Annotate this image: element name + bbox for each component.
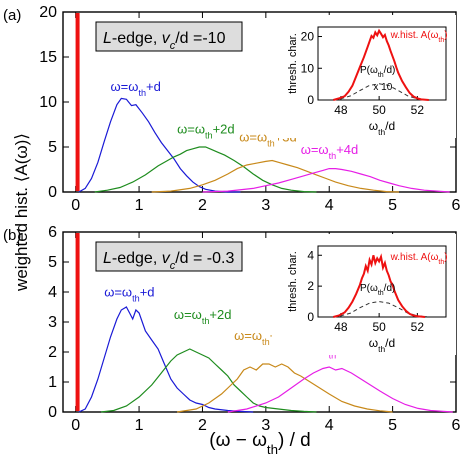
y-tick-label: 5 [48,139,57,156]
x-tick-label: 3 [261,417,270,434]
info-box [95,241,243,272]
y-tick-label: 10 [39,94,57,111]
inset-frame [317,26,447,101]
panel-a: 012345605101520ω=ωth+dω=ωth+2dω=ωth+3dω=… [39,4,460,214]
x-tick-label: 1 [135,417,144,434]
inset-plot: 48 50 52 0 2 4 w.hist. A(ωth) P(ωth/d) thresh. c… [272,234,456,355]
inset-y-tick-label: 4 [307,248,314,262]
inset-x-tick-label: 52 [411,103,425,117]
series-line [100,348,317,413]
info-box-text: L-edge, vc/d =-10 [103,30,226,52]
inset-y-tick-label: 0 [307,310,314,324]
inset-x-tick-label: 50 [372,320,386,334]
x-tick-label: 4 [325,417,334,434]
panel-label: (a) [3,7,21,24]
inset-y-axis-label: thresh. char. [287,33,299,94]
inset-y-axis-label: thresh. char. [287,251,299,312]
panel-label: (b) [3,227,21,244]
inset-y-tick-label: 10 [301,61,315,75]
inset-red-label: w.hist. A(ωth) [390,252,448,266]
series-label: ω=ωth+2d [177,122,235,141]
inset-p-label: P(ωth/d) [360,65,395,79]
series-line [202,168,450,193]
y-tick-label: 20 [39,4,57,21]
y-tick-label: 2 [48,344,57,361]
series-label: ω=ωth+d [111,79,161,98]
series-label: ω=ωth+d [104,285,154,304]
x-tick-label: 5 [388,197,397,214]
panel-b: 01234560123456ω=ωth+dω=ωth+2dω=ωth+3dω=ω… [48,224,460,434]
y-tick-label: 5 [48,254,57,271]
x-tick-label: 0 [71,417,80,434]
y-tick-label: 15 [39,49,57,66]
inset-x-tick-label: 50 [372,103,386,117]
x-axis-label: (ω − ωth) / d [209,430,310,457]
series-label: ω=ωth+2d [174,307,232,326]
series-line [78,306,254,413]
inset-background [272,234,456,355]
inset-x-tick-label: 48 [334,103,348,117]
inset-red-line [333,253,426,318]
x-tick-label: 2 [198,197,207,214]
series-line [227,366,453,413]
x-tick-label: 0 [71,197,80,214]
series-line [78,97,241,193]
inset-frame [317,245,447,318]
series-line [151,159,400,193]
inset-y-tick-label: 2 [307,279,314,293]
info-box-text: L-edge, vc/d = -0.3 [103,250,234,272]
series-line [177,363,393,413]
inset-red-line [333,28,429,101]
y-axis-label: weighted hist. ⟨A(ω)⟩ [12,133,31,292]
x-tick-label: 3 [261,197,270,214]
inset-p-label: P(ωth/d) [360,283,395,297]
x-tick-label: 4 [325,197,334,214]
x-tick-label: 5 [388,417,397,434]
inset-x-axis-label: ωth/d [369,119,395,137]
x-tick-label: 2 [198,417,207,434]
inset-dashed-line [333,83,427,101]
inset-x-tick-label: 48 [334,320,348,334]
y-tick-label: 4 [48,284,57,301]
series-label: ω=ωth+4d [301,142,359,161]
inset-x-axis-label: ωth/d [369,336,395,354]
inset-background [272,15,456,138]
y-tick-label: 1 [48,374,57,391]
x-tick-label: 1 [135,197,144,214]
inset-scale-label: x 10 [373,82,392,93]
inset-x-tick-label: 52 [411,320,425,334]
inset-plot: 48 50 52 0 10 20 w.hist. A(ωth) P(ωth/d) x 10 thr… [272,15,456,138]
y-tick-label: 3 [48,314,57,331]
series-line [94,146,317,193]
y-tick-label: 0 [48,404,57,421]
inset-y-tick-label: 0 [307,93,314,107]
y-tick-label: 0 [48,184,57,201]
x-tick-label: 6 [452,197,461,214]
inset-y-tick-label: 20 [301,30,315,44]
y-tick-label: 6 [48,224,57,241]
inset-dashed-line [333,301,427,318]
info-box [95,21,243,52]
inset-red-label: w.hist. A(ωth) [390,30,448,44]
x-tick-label: 6 [452,417,461,434]
